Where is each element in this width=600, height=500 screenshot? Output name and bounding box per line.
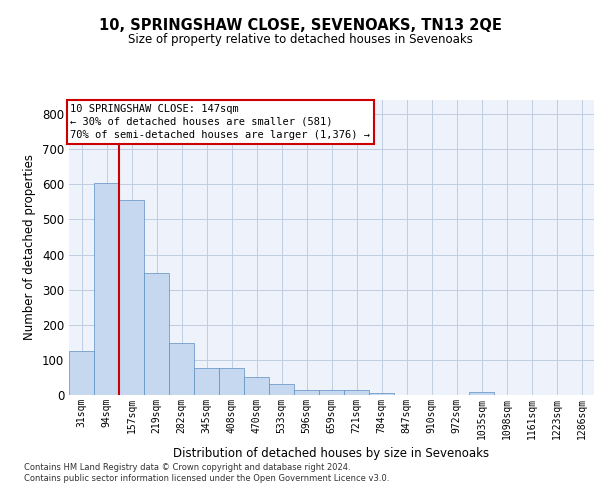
Bar bbox=[344, 390, 369, 395]
Bar bbox=[144, 273, 169, 395]
Text: Size of property relative to detached houses in Sevenoaks: Size of property relative to detached ho… bbox=[128, 32, 472, 46]
Text: 10, SPRINGSHAW CLOSE, SEVENOAKS, TN13 2QE: 10, SPRINGSHAW CLOSE, SEVENOAKS, TN13 2Q… bbox=[98, 18, 502, 32]
X-axis label: Distribution of detached houses by size in Sevenoaks: Distribution of detached houses by size … bbox=[173, 447, 490, 460]
Bar bbox=[244, 377, 269, 395]
Bar bbox=[269, 384, 294, 395]
Bar bbox=[169, 344, 194, 395]
Text: Contains HM Land Registry data © Crown copyright and database right 2024.: Contains HM Land Registry data © Crown c… bbox=[24, 462, 350, 471]
Bar bbox=[369, 393, 394, 395]
Bar bbox=[219, 368, 244, 395]
Bar bbox=[69, 351, 94, 395]
Text: 10 SPRINGSHAW CLOSE: 147sqm
← 30% of detached houses are smaller (581)
70% of se: 10 SPRINGSHAW CLOSE: 147sqm ← 30% of det… bbox=[70, 104, 370, 140]
Bar bbox=[194, 368, 219, 395]
Bar bbox=[294, 390, 319, 395]
Bar bbox=[94, 183, 119, 395]
Text: Contains public sector information licensed under the Open Government Licence v3: Contains public sector information licen… bbox=[24, 474, 389, 483]
Bar bbox=[469, 392, 494, 395]
Bar bbox=[319, 390, 344, 395]
Y-axis label: Number of detached properties: Number of detached properties bbox=[23, 154, 37, 340]
Bar bbox=[119, 200, 144, 395]
